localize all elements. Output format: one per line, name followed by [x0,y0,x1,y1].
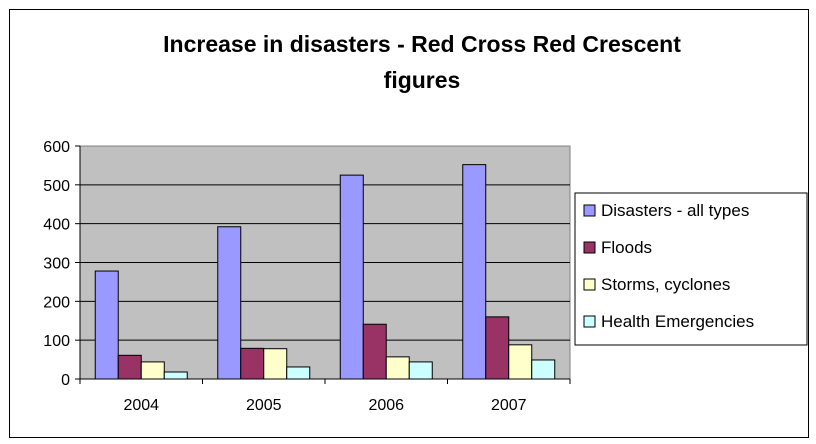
legend-swatch [584,242,595,253]
legend: Disasters - all types Floods Storms, cyclo… [575,193,807,345]
chart-title-line-1: Increase in disasters - Red Cross Red Cr… [163,31,681,57]
bar-disasters-all-types-2006 [340,175,363,379]
bar-storms-cyclones-2005 [264,349,287,379]
bar-disasters-all-types-2007 [463,165,486,379]
bar-health-emergencies-2006 [409,362,432,379]
bar-storms-cyclones-2006 [386,357,409,379]
bar-health-emergencies-2007 [532,360,555,379]
x-tick-label: 2004 [123,397,159,414]
y-tick-label: 200 [43,294,70,311]
legend-label: Storms, cyclones [601,275,730,294]
bar-floods-2005 [241,348,264,379]
legend-swatch [584,279,595,290]
x-tick-label: 2005 [246,397,282,414]
bar-storms-cyclones-2007 [509,345,532,379]
bar-disasters-all-types-2005 [218,227,241,379]
bar-floods-2006 [363,324,386,379]
bar-health-emergencies-2005 [287,367,310,379]
y-tick-label: 0 [61,372,70,389]
y-tick-label: 300 [43,256,70,273]
legend-label: Floods [601,238,652,257]
y-tick-label: 600 [43,139,70,156]
bar-floods-2007 [486,317,509,379]
legend-swatch [584,316,595,327]
y-tick-label: 100 [43,333,70,350]
legend-swatch [584,205,595,216]
y-tick-label: 400 [43,217,70,234]
y-axis-ticks: 0 100 200 300 400 500 600 [43,139,80,389]
bar-storms-cyclones-2004 [141,362,164,379]
chart-title-line-2: figures [384,67,461,93]
bar-disasters-all-types-2004 [95,271,118,379]
x-tick-label: 2006 [368,397,404,414]
bar-health-emergencies-2004 [164,372,187,379]
y-tick-label: 500 [43,178,70,195]
x-tick-label: 2007 [491,397,527,414]
bar-floods-2004 [118,355,141,379]
legend-label: Disasters - all types [601,201,749,220]
legend-label: Health Emergencies [601,312,754,331]
x-axis-ticks: 2004 2005 2006 2007 [80,379,570,414]
